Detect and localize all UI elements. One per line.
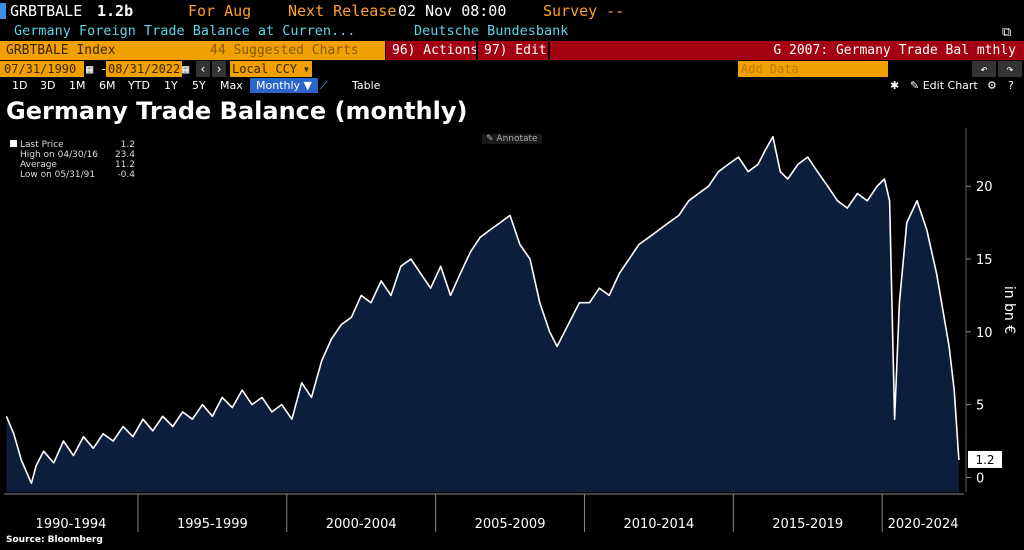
next-arrow-icon[interactable]: › [212, 61, 226, 77]
index-label[interactable]: GRBTBALE Index 44 Suggested Charts [0, 41, 385, 60]
chart-name: G 2007: Germany Trade Bal mthly [550, 41, 1024, 60]
frequency-select[interactable]: Monthly ▼ [250, 78, 319, 93]
period-max[interactable]: Max [220, 79, 243, 92]
table-button[interactable]: Table [352, 79, 381, 92]
toolbar: GRBTBALE Index 44 Suggested Charts 96) A… [0, 41, 1024, 60]
period-1y[interactable]: 1Y [164, 79, 178, 92]
x-group-label: 1995-1999 [177, 517, 248, 532]
description: Germany Foreign Trade Balance at Curren.… [14, 23, 356, 39]
line-chart-icon[interactable]: ⟋ [320, 79, 328, 92]
undo-icon[interactable]: ↶ [972, 61, 996, 77]
security-header: GRBTBALE 1.2b For Aug Next Release 02 No… [0, 0, 1024, 22]
period-6m[interactable]: 6M [99, 79, 116, 92]
y-tick-label: 20 [976, 180, 993, 195]
last-value: 1.2b [97, 2, 134, 20]
legend: Last Price 1.2 High on 04/30/16 23.4 Avera… [10, 140, 135, 180]
y-tick-label: 15 [976, 253, 993, 268]
legend-high: High on 04/30/16 23.4 [20, 150, 135, 160]
next-release-date: 02 Nov 08:00 [398, 2, 507, 20]
security-marker [0, 3, 6, 19]
calendar-icon[interactable]: ▦ [86, 62, 94, 76]
chart-title: Germany Trade Balance (monthly) [6, 97, 468, 125]
period-1m[interactable]: 1M [69, 79, 86, 92]
x-group-label: 2010-2014 [623, 517, 694, 532]
y-axis-label: in bn € [1001, 286, 1017, 334]
legend-average: Average 11.2 [20, 160, 135, 170]
settings-icon[interactable]: ⚙ [987, 79, 997, 92]
survey: Survey -- [543, 2, 625, 20]
pin-icon[interactable]: ✱ [890, 79, 900, 92]
legend-low: Low on 05/31/91 -0.4 [20, 170, 135, 180]
edit-chart-button[interactable]: ✎ Edit Chart [910, 79, 978, 92]
next-release-label: Next Release [288, 2, 397, 20]
source-name: Deutsche Bundesbank [414, 23, 569, 39]
help-icon[interactable]: ? [1008, 79, 1014, 92]
period-5y[interactable]: 5Y [192, 79, 206, 92]
last-value-label: 1.2 [975, 453, 994, 467]
calendar-icon[interactable]: ▦ [182, 62, 190, 76]
y-tick-label: 0 [976, 471, 984, 486]
series-line [5, 135, 960, 485]
start-date-input[interactable]: 07/31/1990 [0, 61, 84, 77]
chevron-down-icon: ▾ [302, 62, 310, 76]
actions-menu[interactable]: 96) Actions ▾ [386, 41, 476, 60]
period-3d[interactable]: 3D [40, 79, 56, 92]
ticker: GRBTBALE [10, 2, 83, 20]
currency-select[interactable]: Local CCY ▾ [230, 61, 312, 77]
description-row: Germany Foreign Trade Balance at Curren.… [0, 22, 1024, 40]
end-date-input[interactable]: 08/31/2022 [106, 61, 182, 77]
y-tick-label: 5 [976, 399, 984, 414]
x-group-label: 2000-2004 [326, 517, 397, 532]
x-group-label: 1990-1994 [36, 517, 107, 532]
period-ytd[interactable]: YTD [128, 79, 150, 92]
add-data-input[interactable]: Add Data [738, 61, 888, 77]
y-tick-label: 10 [976, 326, 993, 341]
series-area [6, 136, 959, 492]
legend-last: Last Price 1.2 [10, 140, 135, 150]
last-value-tag [968, 450, 1002, 468]
edit-menu[interactable]: 97) Edit ▾ [478, 41, 548, 60]
x-group-label: 2020-2024 [888, 517, 959, 532]
x-group-label: 2015-2019 [772, 517, 843, 532]
period-bar: 1D 3D 1M 6M YTD 1Y 5Y Max Monthly ▼ ⟋ Ta… [0, 78, 1024, 93]
popout-icon[interactable]: ⧉ [1002, 25, 1012, 40]
period-1d[interactable]: 1D [12, 79, 28, 92]
for-period: For Aug [188, 2, 252, 20]
suggested-charts[interactable]: 44 Suggested Charts [210, 43, 359, 58]
annotate-button[interactable]: ✎ Annotate [482, 134, 542, 144]
source-note: Source: Bloomberg [6, 535, 103, 545]
range-bar: 07/31/1990 ▦ - 08/31/2022 ▦ ‹ › Local CC… [0, 61, 1024, 77]
x-group-label: 2005-2009 [475, 517, 546, 532]
redo-icon[interactable]: ↷ [998, 61, 1022, 77]
prev-arrow-icon[interactable]: ‹ [196, 61, 210, 77]
